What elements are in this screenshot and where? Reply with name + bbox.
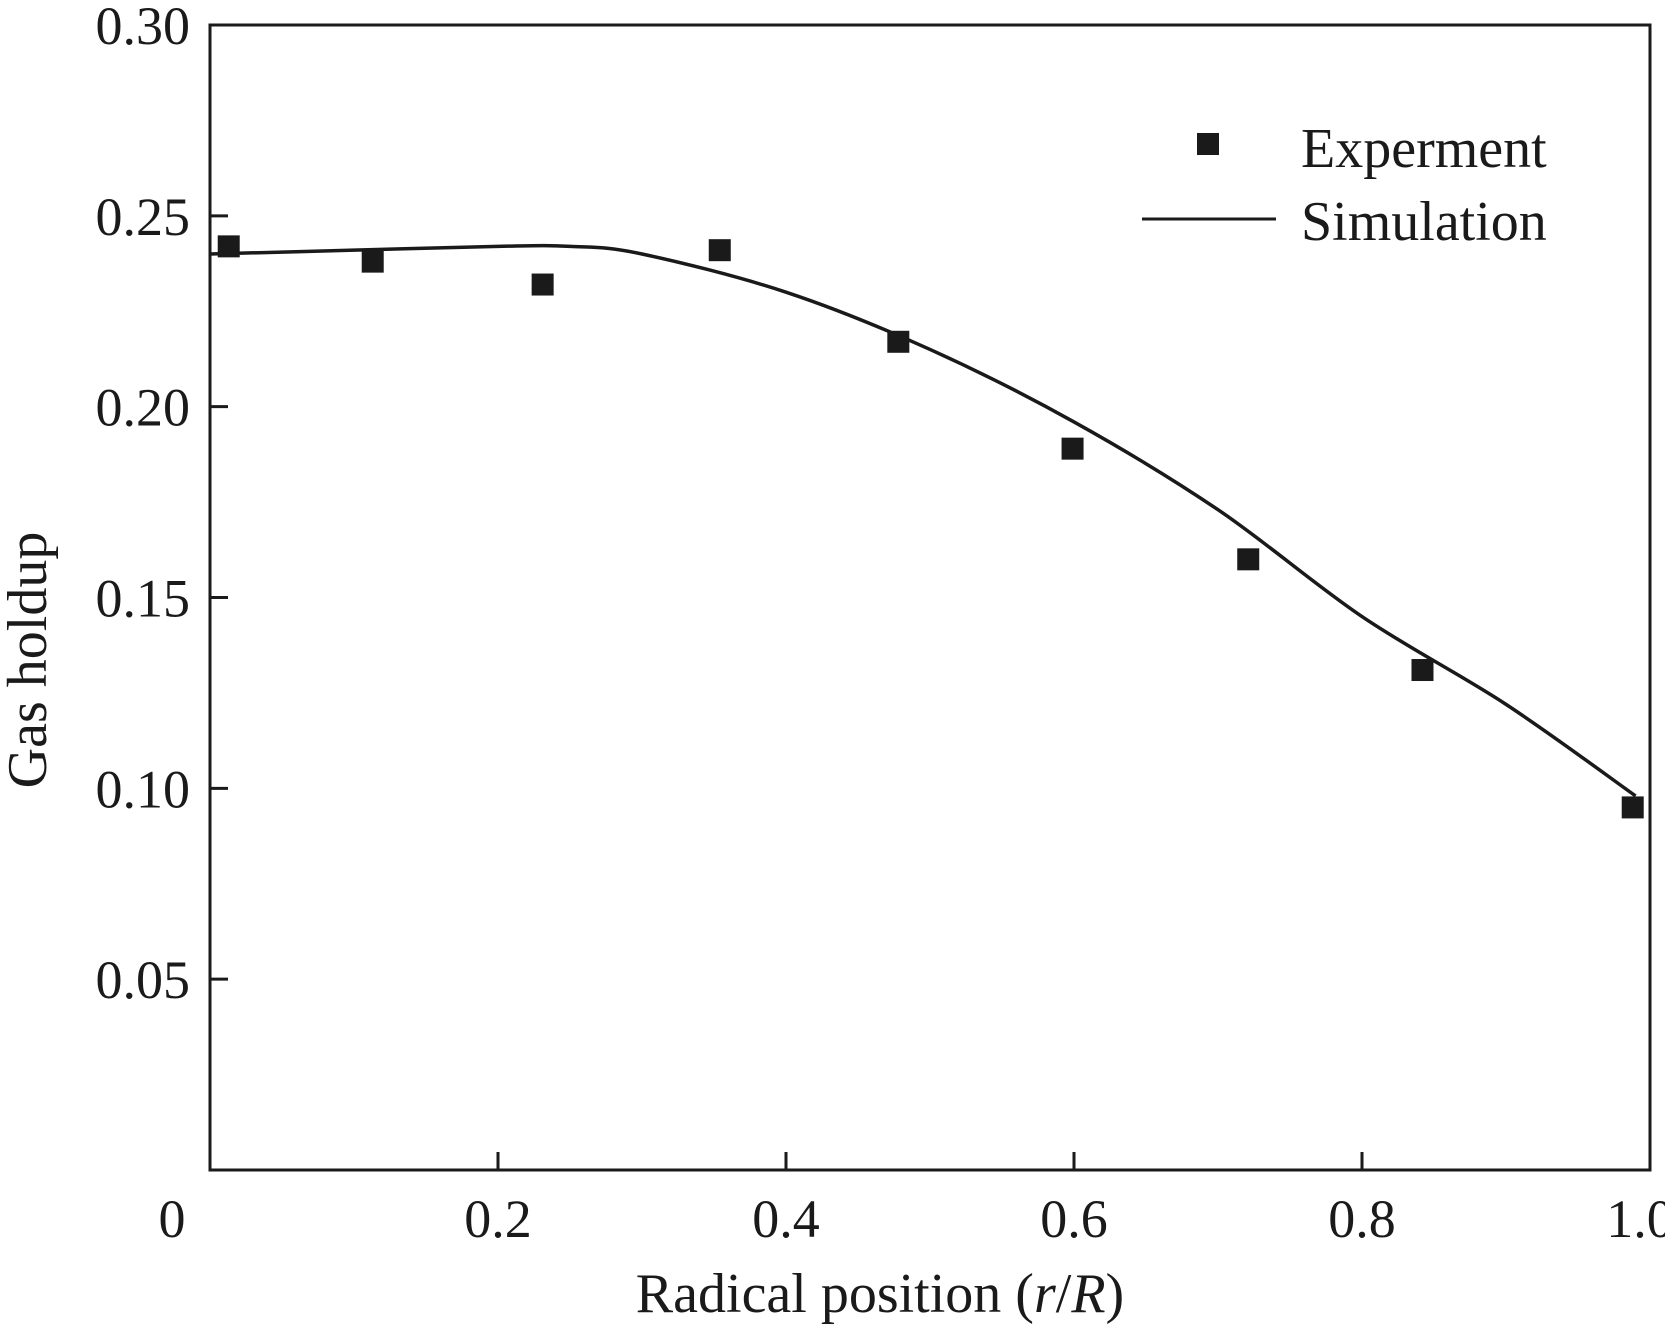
experiment-point	[361, 250, 384, 273]
x-tick-label: 0.2	[464, 1189, 532, 1249]
y-tick-label: 0.15	[96, 569, 191, 629]
y-tick-label: 0.10	[96, 759, 191, 819]
y-axis-label: Gas holdup	[0, 532, 59, 789]
y-tick-label: 0.30	[96, 0, 191, 56]
x-tick-label: 0.8	[1328, 1189, 1396, 1249]
legend-label-experiment: Experment	[1301, 118, 1547, 180]
experiment-point	[1061, 437, 1084, 460]
axes: 0 0.2 0.4 0.6 0.8 1.0 0.05 0.10 0.15 0.20 0.25 0.30	[96, 0, 1665, 1249]
experiment-point	[1237, 548, 1260, 571]
y-tick-label: 0.25	[96, 187, 191, 247]
legend-marker-experiment	[1197, 133, 1219, 155]
x-tick-label: 0	[159, 1189, 186, 1249]
legend-label-simulation: Simulation	[1301, 191, 1547, 253]
y-tick-label: 0.05	[96, 950, 191, 1010]
experiment-point	[708, 239, 731, 262]
y-tick-label: 0.20	[96, 378, 191, 438]
x-tick-label: 0.4	[752, 1189, 820, 1249]
experiment-point	[1411, 659, 1434, 682]
legend: Experment Simulation	[1142, 118, 1547, 253]
x-tick-label: 0.6	[1040, 1189, 1108, 1249]
experiment-point	[1621, 796, 1644, 819]
x-axis-label: Radical position (r/R)	[636, 1263, 1124, 1325]
x-tick-label: 1.0	[1606, 1189, 1665, 1249]
series-layer	[209, 235, 1644, 819]
experiment-point	[531, 273, 554, 296]
experiment-point	[217, 235, 240, 258]
experiment-point	[887, 330, 910, 353]
simulation-line	[209, 243, 1637, 798]
